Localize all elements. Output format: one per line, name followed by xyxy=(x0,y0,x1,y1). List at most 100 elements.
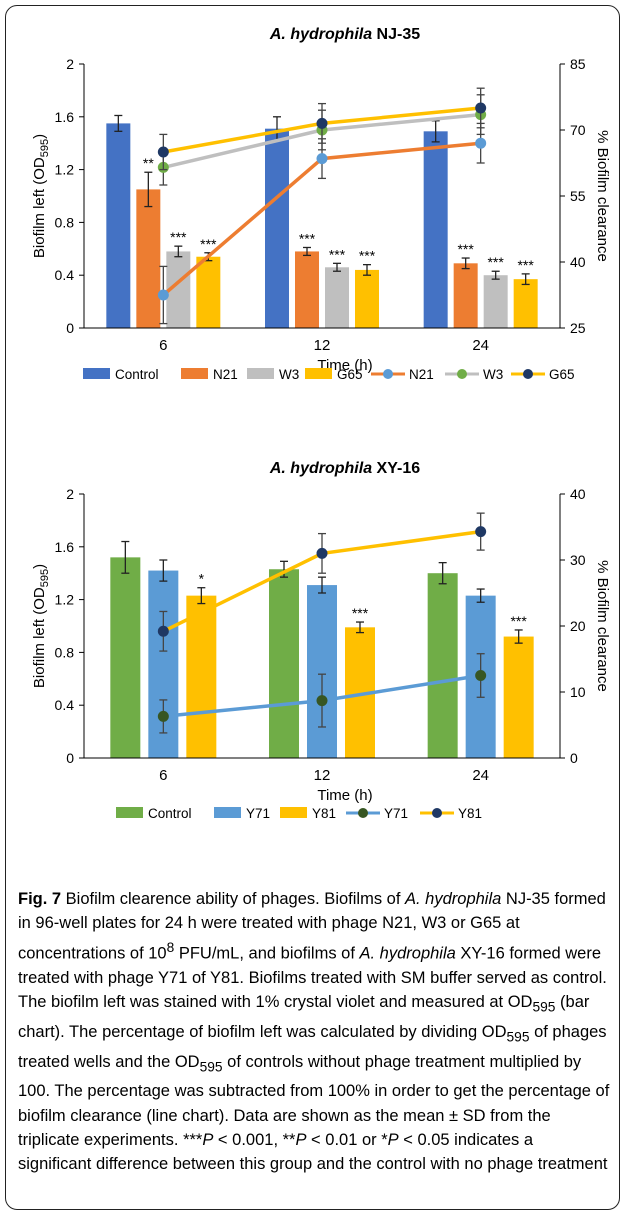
legend-label: Y81 xyxy=(458,806,482,821)
bar-control xyxy=(265,128,289,328)
caption-p-symbol: P xyxy=(387,1131,399,1150)
significance-label: * xyxy=(199,571,205,587)
y-tick-label: 2 xyxy=(66,486,74,502)
significance-label: *** xyxy=(457,241,474,257)
y2-tick-label: 40 xyxy=(570,486,586,502)
significance-label: *** xyxy=(200,236,217,252)
y2-tick-label: 20 xyxy=(570,618,586,634)
bar-control xyxy=(427,573,458,758)
caption-species: A. hydrophila xyxy=(405,890,502,908)
y2-axis-label: % Biofilm clearance xyxy=(594,560,611,692)
y2-tick-label: 25 xyxy=(570,320,586,336)
caption-text: (bar chart). The percentage of biofilm l… xyxy=(18,993,590,1041)
x-tick-label: 12 xyxy=(314,767,331,784)
significance-label: ** xyxy=(143,155,154,171)
legend-swatch-control xyxy=(83,368,110,379)
point-n21 xyxy=(157,289,169,301)
y2-tick-label: 0 xyxy=(570,750,578,766)
caption-subscript: 595 xyxy=(506,1029,530,1045)
legend-marker-y71 xyxy=(358,808,368,818)
caption-text: XY-16 formed were treated with phage Y71… xyxy=(18,944,607,1012)
y-axis-label: Biofilm left (OD595) xyxy=(31,564,51,688)
bar-n21 xyxy=(295,251,319,328)
bar-y81 xyxy=(503,636,534,758)
significance-label: *** xyxy=(487,254,504,270)
y-tick-label: 0 xyxy=(66,750,74,766)
bar-y81 xyxy=(186,595,217,758)
legend-swatch-g65 xyxy=(305,368,332,379)
bar-control xyxy=(269,569,299,758)
significance-label: *** xyxy=(510,613,527,629)
x-tick-label: 12 xyxy=(314,337,331,354)
bar-n21 xyxy=(453,263,478,328)
y-tick-label: 1.2 xyxy=(55,592,75,608)
y2-tick-label: 10 xyxy=(570,684,586,700)
y-tick-label: 0.4 xyxy=(55,267,75,283)
caption-text: < 0.001, ** xyxy=(213,1131,296,1150)
y-tick-label: 1.6 xyxy=(55,109,75,125)
legend-label: W3 xyxy=(279,367,299,382)
caption-text: PFU/mL, and biofilms of xyxy=(174,944,360,963)
point-g65 xyxy=(316,117,328,129)
point-g65 xyxy=(475,102,487,114)
significance-label: *** xyxy=(170,229,187,245)
legend-label: N21 xyxy=(409,367,434,382)
significance-label: *** xyxy=(299,230,316,246)
significance-label: *** xyxy=(359,248,376,264)
significance-label: *** xyxy=(352,605,369,621)
caption-p-symbol: P xyxy=(202,1131,214,1150)
legend-label: G65 xyxy=(337,367,363,382)
legend-marker-y81 xyxy=(432,808,442,818)
point-y71 xyxy=(157,710,169,722)
point-n21 xyxy=(316,153,328,165)
bar-g65 xyxy=(355,269,379,328)
figure-label: Fig. 7 xyxy=(18,890,62,908)
legend-swatch-y81 xyxy=(280,807,307,818)
caption-text: < 0.01 or * xyxy=(306,1131,388,1150)
y2-tick-label: 55 xyxy=(570,188,586,204)
point-y81 xyxy=(157,625,169,637)
chart-title: A. hydrophila XY-16 xyxy=(269,460,420,477)
caption-text: < 0.05 indicates a significant differenc… xyxy=(18,1131,608,1174)
legend-marker-n21 xyxy=(383,369,393,379)
x-tick-label: 24 xyxy=(472,337,489,354)
caption-text: of controls without phage treatment mult… xyxy=(18,1052,610,1150)
legend-label: Y71 xyxy=(246,806,270,821)
legend-swatch-control xyxy=(116,807,143,818)
significance-label: *** xyxy=(329,246,346,262)
y-tick-label: 2 xyxy=(66,56,74,72)
caption-text: NJ-35 formed in 96-well plates for 24 h … xyxy=(18,890,606,963)
y2-tick-label: 85 xyxy=(570,56,586,72)
y2-axis-label: % Biofilm clearance xyxy=(594,130,611,262)
y-tick-label: 1.2 xyxy=(55,162,75,178)
bar-y71 xyxy=(307,585,337,758)
legend-swatch-y71 xyxy=(214,807,241,818)
chart-xy16: A. hydrophila XY-1600.40.81.21.620102030… xyxy=(31,460,611,821)
point-y81 xyxy=(316,547,328,559)
legend-label: Y71 xyxy=(384,806,408,821)
x-tick-label: 24 xyxy=(472,767,489,784)
y2-tick-label: 70 xyxy=(570,122,586,138)
bar-n21 xyxy=(136,189,161,328)
caption-species: A. hydrophila xyxy=(359,944,456,963)
caption-subscript: 595 xyxy=(532,999,556,1015)
point-y71 xyxy=(475,670,487,681)
bar-control xyxy=(423,131,448,328)
figure-caption: Fig. 7 Biofilm clearence ability of phag… xyxy=(18,887,610,1177)
point-n21 xyxy=(475,137,487,149)
x-axis-label: Time (h) xyxy=(317,787,372,804)
bar-control xyxy=(106,123,131,329)
bar-g65 xyxy=(513,279,538,328)
legend-marker-g65 xyxy=(523,369,533,379)
caption-subscript: 595 xyxy=(199,1058,223,1074)
y-axis-label: Biofilm left (OD595) xyxy=(31,134,51,258)
caption-text: Biofilm clearence ability of phages. Bio… xyxy=(61,890,405,908)
legend-label: Y81 xyxy=(312,806,336,821)
caption-superscript: 8 xyxy=(166,939,175,955)
point-y71 xyxy=(316,695,328,707)
bar-w3 xyxy=(325,267,349,328)
legend-label: G65 xyxy=(549,367,575,382)
point-y81 xyxy=(475,526,487,538)
caption-p-symbol: P xyxy=(295,1131,307,1150)
y-tick-label: 1.6 xyxy=(55,539,75,555)
